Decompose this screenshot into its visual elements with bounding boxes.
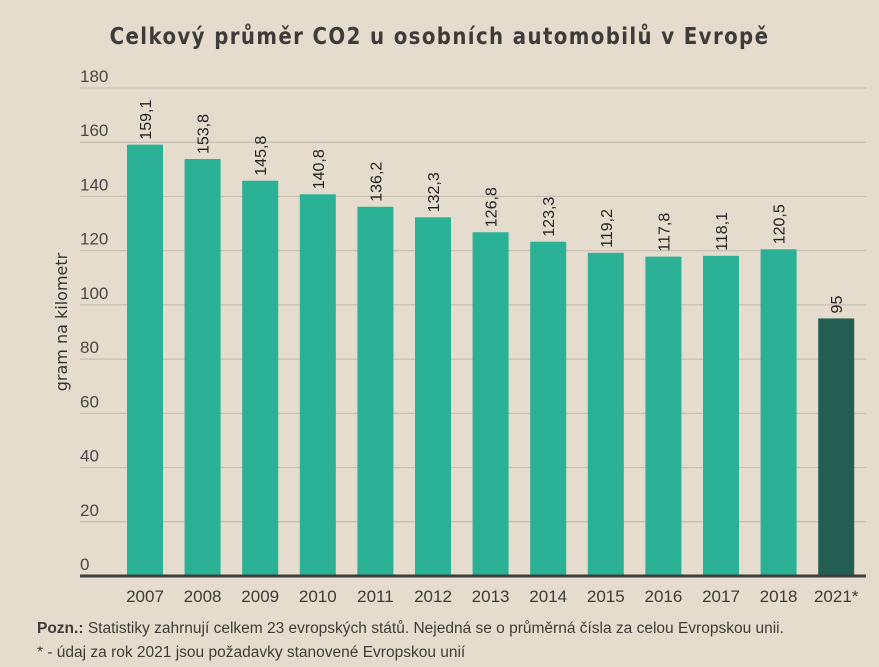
y-tick-label: 180 (80, 67, 108, 86)
value-label: 145,8 (253, 136, 270, 176)
bar (818, 318, 855, 576)
bar (184, 159, 221, 576)
note-label: Pozn.: (37, 620, 84, 637)
y-tick-label: 20 (80, 501, 99, 520)
x-tick-label: 2009 (241, 587, 279, 606)
x-axis-ticks: 2007 2008 2009 2010 2011 2012 2013 2014 2015 2016… (126, 587, 859, 606)
x-tick-label: 2014 (529, 587, 567, 606)
footnotes: Pozn.: Statistiky zahrnují celkem 23 evr… (37, 617, 784, 665)
bar (357, 206, 394, 576)
y-tick-label: 160 (80, 121, 108, 140)
value-label: 118,1 (714, 212, 731, 251)
x-tick-label: 2011 (357, 587, 394, 606)
x-tick-label: 2012 (414, 587, 452, 606)
note-line-1: Pozn.: Statistiky zahrnují celkem 23 evr… (37, 617, 784, 641)
y-axis-ticks: 0 20 40 60 80 100 120 140 160 180 (80, 67, 108, 574)
value-label: 132,3 (426, 172, 443, 212)
x-tick-label: 2018 (760, 587, 798, 606)
bar (587, 252, 624, 576)
value-label: 136,2 (368, 162, 385, 202)
bars (127, 144, 855, 577)
x-tick-label: 2021* (814, 587, 859, 606)
value-labels: 159,1 153,8 145,8 140,8 136,2 132,3 126,8 123,3… (138, 100, 846, 314)
bar (127, 144, 163, 576)
note-text: Statistiky zahrnují celkem 23 evropských… (87, 620, 784, 637)
y-tick-label: 40 (80, 447, 99, 466)
bar (703, 255, 739, 576)
chart-title: Celkový průměr CO2 u osobních automobilů… (109, 24, 770, 50)
value-label: 159,1 (138, 100, 155, 140)
value-label: 117,8 (656, 213, 673, 252)
bar (242, 180, 279, 576)
value-label: 95 (829, 296, 846, 314)
x-tick-label: 2015 (587, 587, 625, 606)
bar (415, 217, 451, 576)
value-label: 123,3 (541, 197, 558, 237)
x-tick-label: 2007 (126, 587, 164, 606)
y-tick-label: 100 (80, 284, 108, 303)
value-label: 153,8 (196, 114, 213, 154)
x-tick-label: 2016 (644, 587, 682, 606)
bar (530, 241, 567, 576)
bar (645, 256, 682, 576)
x-tick-label: 2008 (184, 587, 222, 606)
value-label: 126,8 (484, 187, 501, 227)
y-tick-label: 0 (80, 555, 89, 574)
bar (472, 232, 509, 576)
y-tick-label: 120 (80, 230, 108, 249)
value-label: 120,5 (772, 204, 789, 244)
x-tick-label: 2010 (299, 587, 337, 606)
y-tick-label: 60 (80, 392, 99, 411)
value-label: 140,8 (311, 149, 328, 189)
note-line-2: * - údaj za rok 2021 jsou požadavky stan… (37, 644, 466, 661)
bar (299, 194, 336, 576)
bar (760, 249, 797, 577)
x-tick-label: 2017 (702, 587, 740, 606)
value-label: 119,2 (599, 209, 616, 248)
x-tick-label: 2013 (472, 587, 510, 606)
y-axis-label: gram na kilometr (52, 252, 71, 391)
y-tick-label: 140 (80, 175, 108, 194)
y-tick-label: 80 (80, 338, 99, 357)
